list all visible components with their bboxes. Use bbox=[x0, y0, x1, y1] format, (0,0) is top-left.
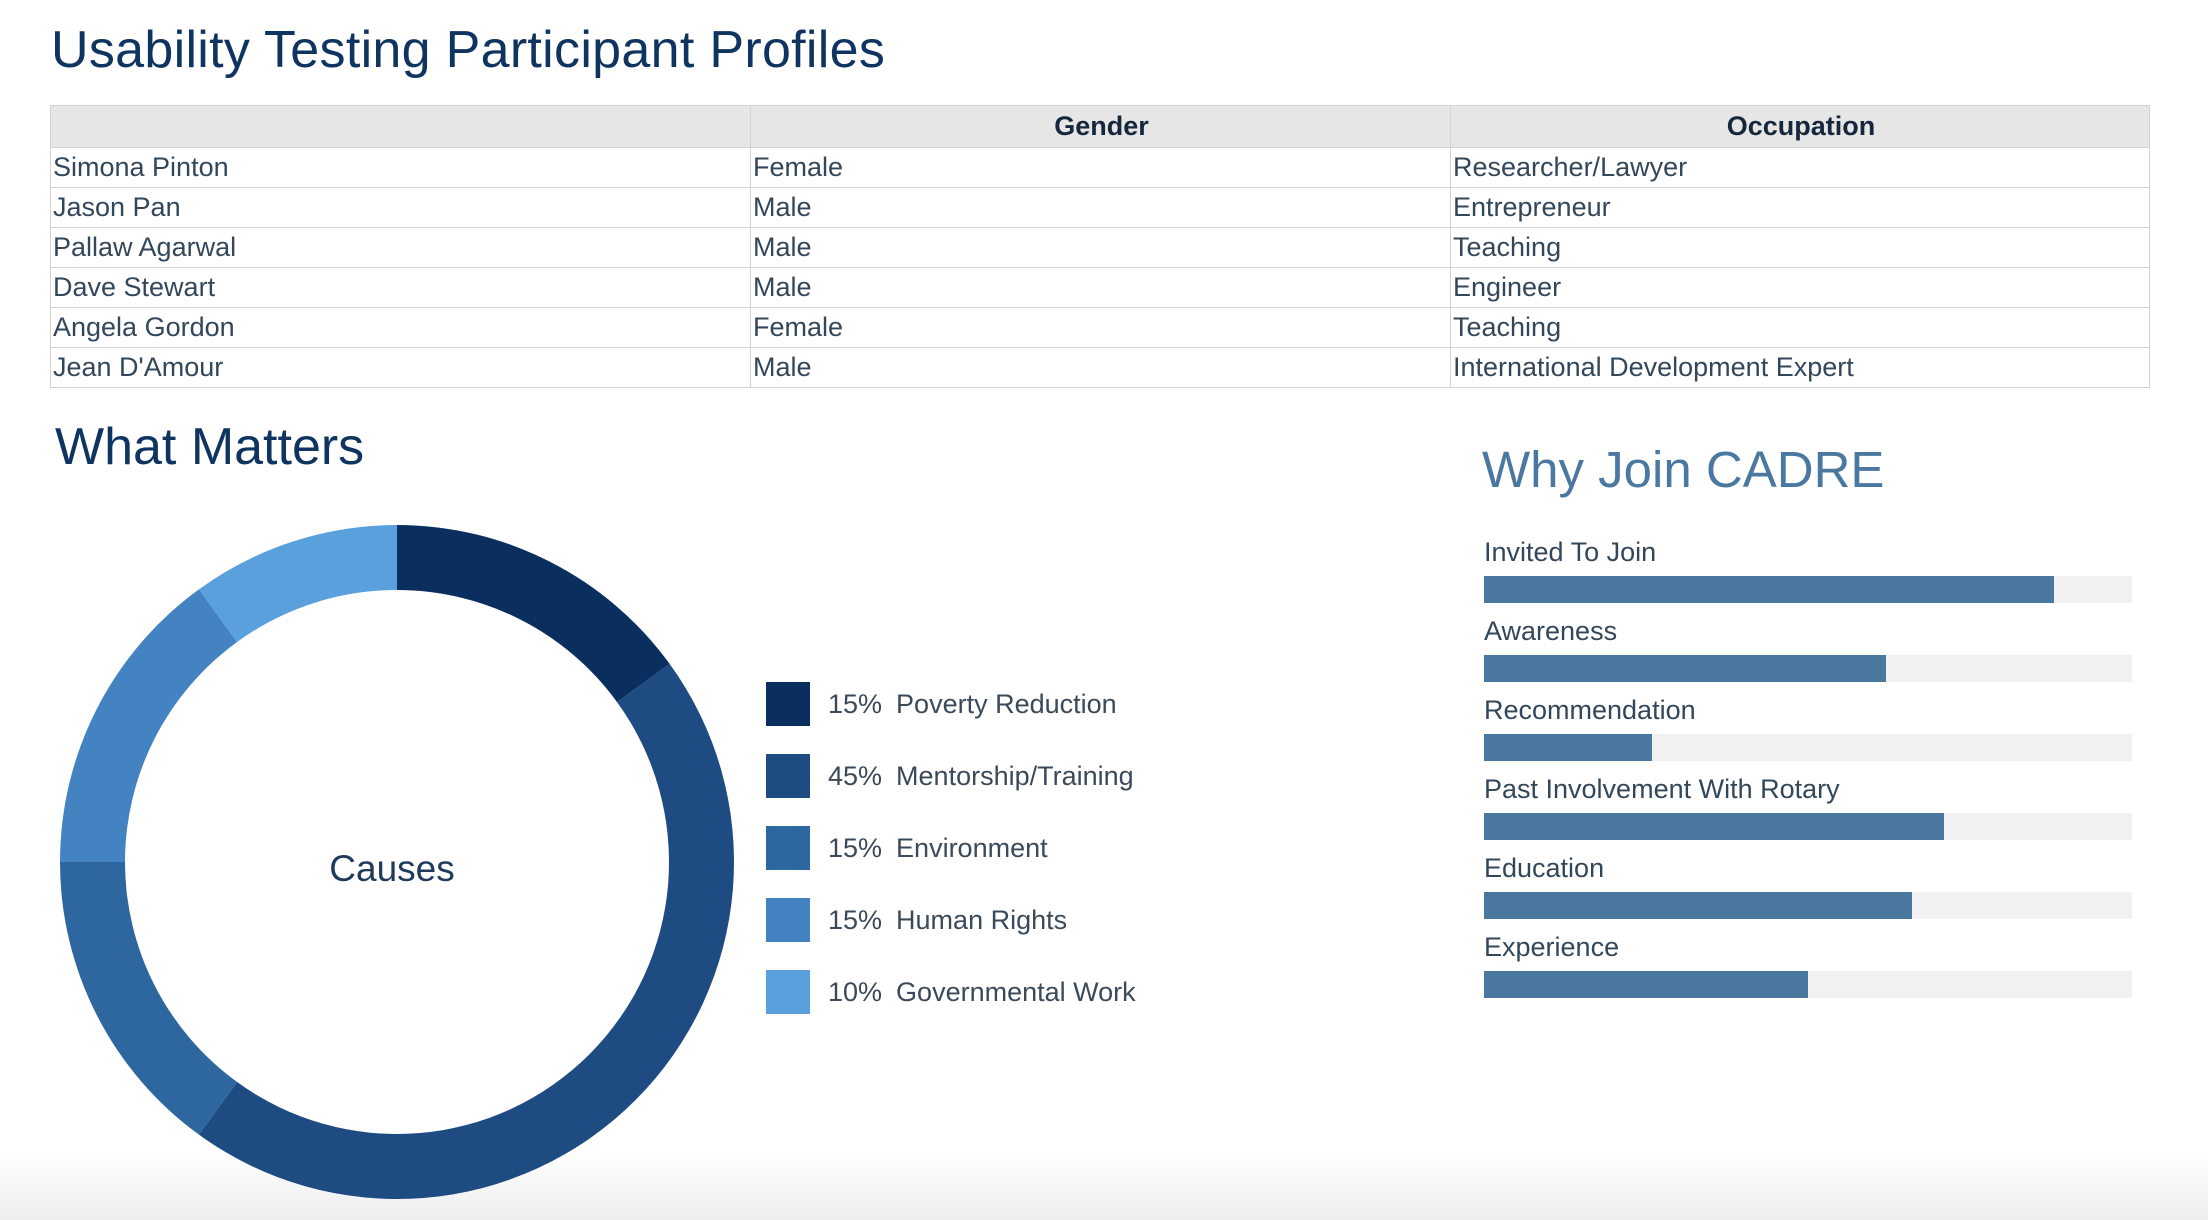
cell-occupation: Entrepreneur bbox=[1450, 187, 2150, 228]
legend-label: Mentorship/Training bbox=[896, 760, 1134, 791]
legend-percent: 15% bbox=[828, 904, 883, 935]
why-join-bar-chart: Invited To Join Awareness Recommendation Pa… bbox=[1484, 532, 2132, 1006]
participant-table: Gender Occupation Simona Pinton Female Res… bbox=[50, 105, 2150, 388]
cell-name: Dave Stewart bbox=[50, 267, 751, 308]
bar-label: Recommendation bbox=[1484, 695, 1696, 725]
bar-fill bbox=[1484, 971, 1808, 998]
cell-gender: Male bbox=[750, 347, 1451, 388]
legend-percent: 15% bbox=[828, 688, 883, 719]
table-row: Jason Pan Male Entrepreneur bbox=[50, 187, 2150, 228]
cell-gender: Male bbox=[750, 227, 1451, 268]
cell-name: Pallaw Agarwal bbox=[50, 227, 751, 268]
cell-name: Jean D'Amour bbox=[50, 347, 751, 388]
bar-fill bbox=[1484, 892, 1912, 919]
bar-track bbox=[1484, 734, 2132, 761]
legend-swatch bbox=[766, 826, 810, 870]
bar-track bbox=[1484, 971, 2132, 998]
bar-fill bbox=[1484, 655, 1886, 682]
page-title: Usability Testing Participant Profiles bbox=[51, 21, 886, 79]
column-header-name bbox=[50, 105, 751, 148]
cell-occupation: Teaching bbox=[1450, 307, 2150, 348]
why-join-title: Why Join CADRE bbox=[1482, 441, 1885, 498]
cell-gender: Male bbox=[750, 187, 1451, 228]
cell-occupation: Engineer bbox=[1450, 267, 2150, 308]
what-matters-title: What Matters bbox=[55, 418, 365, 476]
bar-label: Education bbox=[1484, 853, 1605, 883]
legend-percent: 45% bbox=[828, 760, 883, 791]
causes-donut-chart: Causes bbox=[59, 525, 734, 1199]
donut-slice-4 bbox=[198, 525, 397, 642]
bar-label: Experience bbox=[1484, 932, 1620, 962]
bar-track bbox=[1484, 655, 2132, 682]
bar-fill bbox=[1484, 734, 1653, 761]
bar-track bbox=[1484, 813, 2132, 840]
table-header-row: Gender Occupation bbox=[50, 105, 2150, 148]
cell-occupation: Teaching bbox=[1450, 227, 2150, 268]
cell-gender: Female bbox=[750, 307, 1451, 348]
donut-center-label: Causes bbox=[329, 848, 454, 889]
bar-row: Education bbox=[1484, 848, 2132, 927]
bar-label: Awareness bbox=[1484, 616, 1618, 646]
legend-item: 15% Human Rights bbox=[766, 898, 1136, 942]
legend-label: Environment bbox=[896, 832, 1048, 863]
bar-label: Past Involvement With Rotary bbox=[1484, 774, 1840, 804]
column-header-gender: Gender bbox=[750, 105, 1451, 148]
bar-fill bbox=[1484, 576, 2055, 603]
bar-label: Invited To Join bbox=[1484, 537, 1657, 567]
legend-label: Governmental Work bbox=[896, 976, 1136, 1007]
legend-swatch bbox=[766, 754, 810, 798]
legend-label: Human Rights bbox=[896, 904, 1068, 935]
legend-percent: 15% bbox=[828, 832, 883, 863]
cell-name: Simona Pinton bbox=[50, 147, 751, 188]
cell-name: Jason Pan bbox=[50, 187, 751, 228]
cell-occupation: Researcher/Lawyer bbox=[1450, 147, 2150, 188]
donut-slice-0 bbox=[397, 525, 670, 703]
cell-gender: Male bbox=[750, 267, 1451, 308]
donut-slice-3 bbox=[60, 589, 238, 862]
bar-row: Awareness bbox=[1484, 611, 2132, 690]
cell-name: Angela Gordon bbox=[50, 307, 751, 348]
legend-swatch bbox=[766, 898, 810, 942]
table-row: Dave Stewart Male Engineer bbox=[50, 267, 2150, 308]
legend-label: Poverty Reduction bbox=[896, 688, 1117, 719]
table-row: Jean D'Amour Male International Developmen… bbox=[50, 347, 2150, 388]
legend-item: 15% Environment bbox=[766, 826, 1136, 870]
donut-slice-1 bbox=[198, 663, 734, 1199]
legend-swatch bbox=[766, 682, 810, 726]
table-row: Pallaw Agarwal Male Teaching bbox=[50, 227, 2150, 268]
table-row: Simona Pinton Female Researcher/Lawyer bbox=[50, 147, 2150, 188]
donut-slice-2 bbox=[59, 862, 238, 1135]
legend-item: 15% Poverty Reduction bbox=[766, 682, 1136, 726]
bar-row: Recommendation bbox=[1484, 690, 2132, 769]
bar-track bbox=[1484, 892, 2132, 919]
legend-swatch bbox=[766, 970, 810, 1014]
legend-item: 45% Mentorship/Training bbox=[766, 754, 1136, 798]
bar-row: Past Involvement With Rotary bbox=[1484, 769, 2132, 848]
cell-occupation: International Development Expert bbox=[1450, 347, 2150, 388]
legend-item: 10% Governmental Work bbox=[766, 970, 1136, 1014]
bar-track bbox=[1484, 576, 2132, 603]
legend-percent: 10% bbox=[828, 976, 883, 1007]
bar-row: Experience bbox=[1484, 927, 2132, 1006]
bar-fill bbox=[1484, 813, 1945, 840]
bar-row: Invited To Join bbox=[1484, 532, 2132, 611]
column-header-occupation: Occupation bbox=[1450, 105, 2150, 148]
cell-gender: Female bbox=[750, 147, 1451, 188]
causes-legend: 15% Poverty Reduction 45% Mentorship/Traini… bbox=[766, 682, 1136, 1042]
table-row: Angela Gordon Female Teaching bbox=[50, 307, 2150, 348]
